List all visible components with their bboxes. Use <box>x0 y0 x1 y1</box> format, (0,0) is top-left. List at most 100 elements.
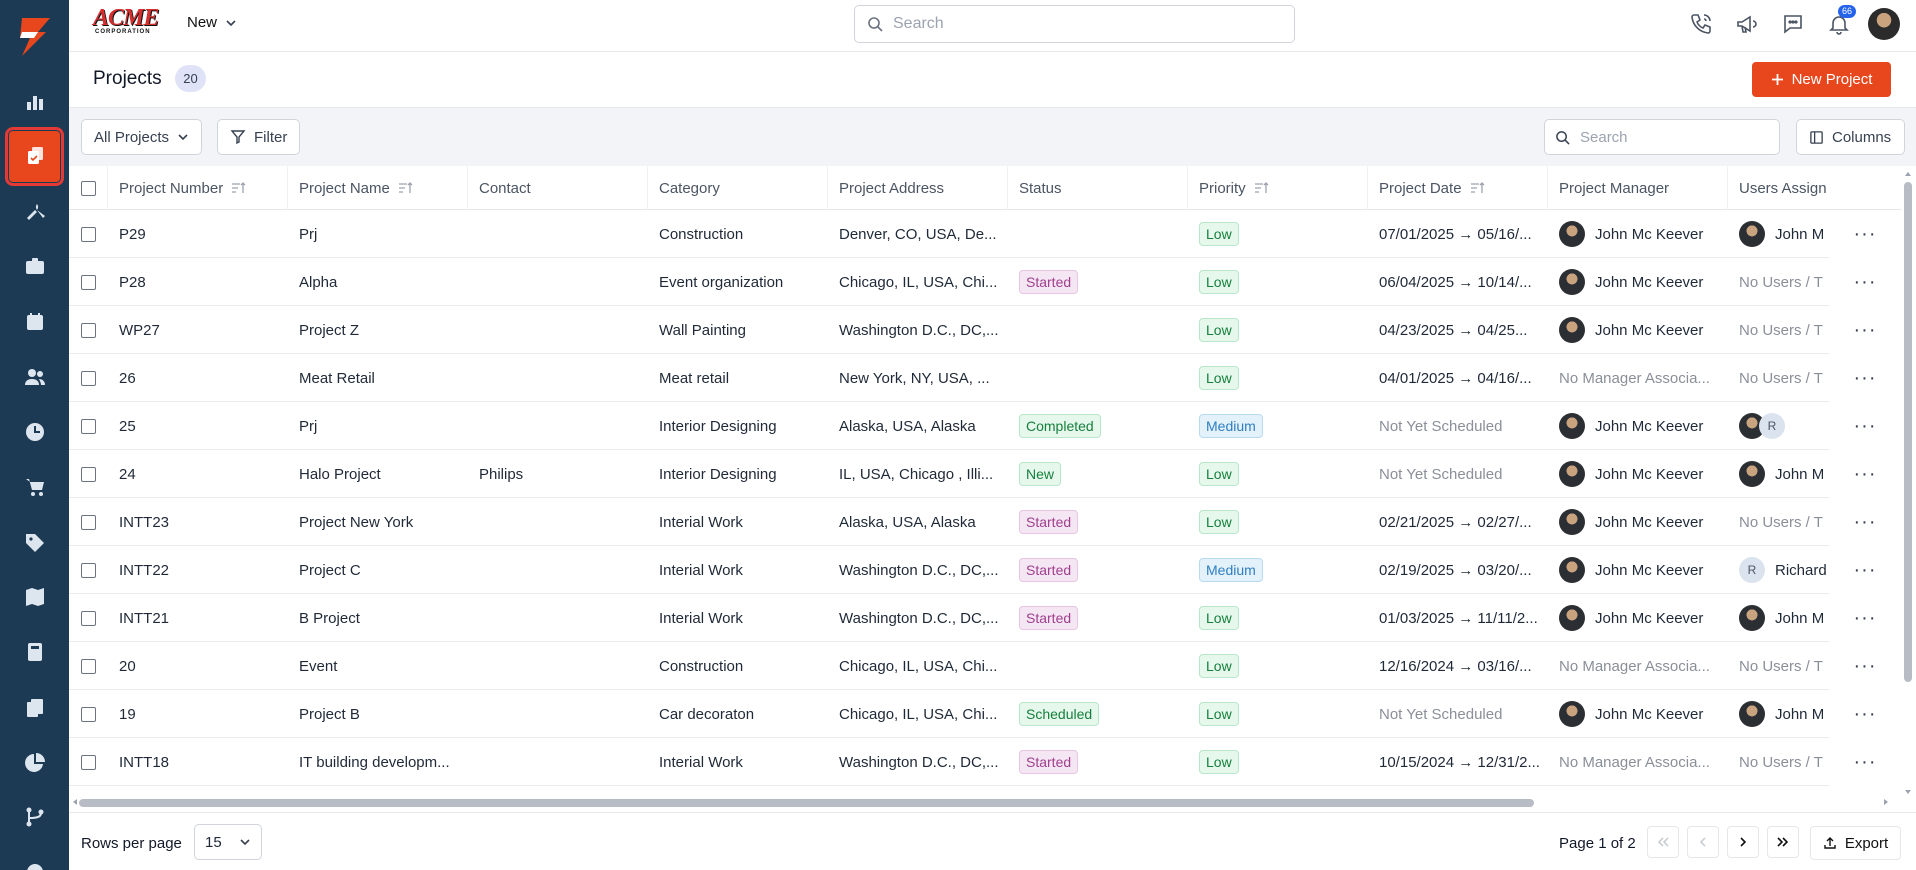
nav-documents-icon[interactable] <box>0 681 69 735</box>
row-checkbox[interactable] <box>81 754 96 770</box>
table-row[interactable]: P29 Prj Construction Denver, CO, USA, De...… <box>69 210 1901 258</box>
table-row[interactable]: 19 Project B Car decoraton Chicago, IL, USA… <box>69 690 1901 738</box>
app-logo-icon[interactable] <box>12 14 56 58</box>
row-checkbox[interactable] <box>81 274 96 290</box>
new-project-button[interactable]: New Project <box>1752 62 1891 97</box>
row-checkbox[interactable] <box>81 322 96 338</box>
table-row[interactable]: INTT22 Project C Interial Work Washington D… <box>69 546 1901 594</box>
columns-button[interactable]: Columns <box>1796 119 1905 155</box>
cell-name[interactable]: Halo Project <box>299 465 381 483</box>
column-header-project-manager[interactable]: Project Manager <box>1548 166 1728 210</box>
more-actions-icon[interactable]: ··· <box>1853 654 1877 677</box>
cell-name[interactable]: Prj <box>299 417 318 435</box>
more-actions-icon[interactable]: ··· <box>1853 606 1877 629</box>
nav-tag-icon[interactable] <box>0 516 69 570</box>
horizontal-scrollbar[interactable] <box>73 797 1888 807</box>
cell-name[interactable]: Event <box>299 657 338 675</box>
cell-number[interactable]: INTT22 <box>119 561 170 579</box>
column-header-priority[interactable]: Priority <box>1188 166 1368 210</box>
more-actions-icon[interactable]: ··· <box>1853 318 1877 341</box>
scroll-right-arrow-icon[interactable] <box>1882 798 1890 806</box>
column-header-contact[interactable]: Contact <box>468 166 648 210</box>
row-checkbox[interactable] <box>81 226 96 242</box>
row-checkbox[interactable] <box>81 658 96 674</box>
more-actions-icon[interactable]: ··· <box>1853 702 1877 725</box>
table-row[interactable]: 25 Prj Interior Designing Alaska, USA, Alas… <box>69 402 1901 450</box>
nav-calendar-icon[interactable] <box>0 295 69 349</box>
cell-name[interactable]: Project C <box>299 561 361 579</box>
last-page-button[interactable] <box>1767 826 1799 858</box>
nav-workflow-icon[interactable] <box>0 790 69 844</box>
sort-icon[interactable] <box>1470 181 1486 195</box>
rows-per-page-select[interactable]: 15 <box>194 824 262 860</box>
row-checkbox[interactable] <box>81 466 96 482</box>
column-header-project-name[interactable]: Project Name <box>288 166 468 210</box>
more-actions-icon[interactable]: ··· <box>1853 750 1877 773</box>
phone-icon[interactable] <box>1684 7 1718 41</box>
cell-number[interactable]: 19 <box>119 705 136 723</box>
table-row[interactable]: 20 Event Construction Chicago, IL, USA, Chi… <box>69 642 1901 690</box>
sort-icon[interactable] <box>231 181 247 195</box>
nav-calculator-icon[interactable] <box>0 625 69 679</box>
vertical-scroll-thumb[interactable] <box>1904 182 1912 682</box>
sort-icon[interactable] <box>1254 181 1270 195</box>
column-header-project-address[interactable]: Project Address <box>828 166 1008 210</box>
table-row[interactable]: 24 Halo Project Philips Interior Designing I… <box>69 450 1901 498</box>
nav-settings-icon[interactable] <box>0 845 69 870</box>
nav-contacts-icon[interactable] <box>0 350 69 404</box>
export-button[interactable]: Export <box>1810 826 1901 860</box>
cell-number[interactable]: INTT18 <box>119 753 170 771</box>
cell-number[interactable]: P28 <box>119 273 146 291</box>
nav-briefcase-icon[interactable] <box>0 239 69 293</box>
table-row[interactable]: INTT23 Project New York Interial Work Alask… <box>69 498 1901 546</box>
row-checkbox[interactable] <box>81 706 96 722</box>
cell-name[interactable]: Project B <box>299 705 360 723</box>
column-header-users-assigned[interactable]: Users Assign <box>1728 166 1901 210</box>
scroll-left-arrow-icon[interactable] <box>71 798 79 806</box>
previous-page-button[interactable] <box>1687 826 1719 858</box>
bell-icon[interactable]: 66 <box>1822 5 1856 41</box>
column-header-project-number[interactable]: Project Number <box>108 166 288 210</box>
row-checkbox[interactable] <box>81 418 96 434</box>
brand-logo[interactable]: ACME CORPORATION <box>93 5 159 35</box>
more-actions-icon[interactable]: ··· <box>1853 414 1877 437</box>
sort-icon[interactable] <box>398 181 414 195</box>
cell-name[interactable]: Prj <box>299 225 318 243</box>
next-page-button[interactable] <box>1727 826 1759 858</box>
table-row[interactable]: INTT18 IT building developm... Interial Wo… <box>69 738 1901 786</box>
table-row[interactable]: WP27 Project Z Wall Painting Washington D.C… <box>69 306 1901 354</box>
new-dropdown[interactable]: New <box>187 14 237 31</box>
row-checkbox[interactable] <box>81 562 96 578</box>
chat-icon[interactable] <box>1776 7 1810 41</box>
cell-number[interactable]: 26 <box>119 369 136 387</box>
table-search-input[interactable]: Search <box>1544 119 1780 155</box>
more-actions-icon[interactable]: ··· <box>1853 270 1877 293</box>
cell-name[interactable]: IT building developm... <box>299 753 450 771</box>
megaphone-icon[interactable] <box>1730 7 1764 41</box>
more-actions-icon[interactable]: ··· <box>1853 366 1877 389</box>
scroll-down-arrow-icon[interactable] <box>1904 788 1912 796</box>
user-avatar[interactable] <box>1868 8 1900 40</box>
nav-map-icon[interactable] <box>0 570 69 624</box>
horizontal-scroll-thumb[interactable] <box>79 799 1534 807</box>
table-row[interactable]: 26 Meat Retail Meat retail New York, NY, US… <box>69 354 1901 402</box>
column-header-category[interactable]: Category <box>648 166 828 210</box>
cell-number[interactable]: 25 <box>119 417 136 435</box>
all-projects-dropdown[interactable]: All Projects <box>81 119 203 155</box>
column-header-project-date[interactable]: Project Date <box>1368 166 1548 210</box>
more-actions-icon[interactable]: ··· <box>1853 558 1877 581</box>
cell-number[interactable]: 24 <box>119 465 136 483</box>
table-row[interactable]: P28 Alpha Event organization Chicago, IL, U… <box>69 258 1901 306</box>
nav-dashboard-icon[interactable] <box>0 75 69 129</box>
nav-time-icon[interactable] <box>0 405 69 459</box>
cell-name[interactable]: B Project <box>299 609 360 627</box>
select-all-checkbox[interactable] <box>81 180 96 196</box>
first-page-button[interactable] <box>1647 826 1679 858</box>
nav-cart-icon[interactable] <box>0 460 69 514</box>
row-checkbox[interactable] <box>81 514 96 530</box>
scroll-up-arrow-icon[interactable] <box>1904 170 1912 178</box>
cell-name[interactable]: Project Z <box>299 321 360 339</box>
row-checkbox[interactable] <box>81 370 96 386</box>
table-row[interactable]: INTT21 B Project Interial Work Washington D… <box>69 594 1901 642</box>
cell-number[interactable]: WP27 <box>119 321 160 339</box>
